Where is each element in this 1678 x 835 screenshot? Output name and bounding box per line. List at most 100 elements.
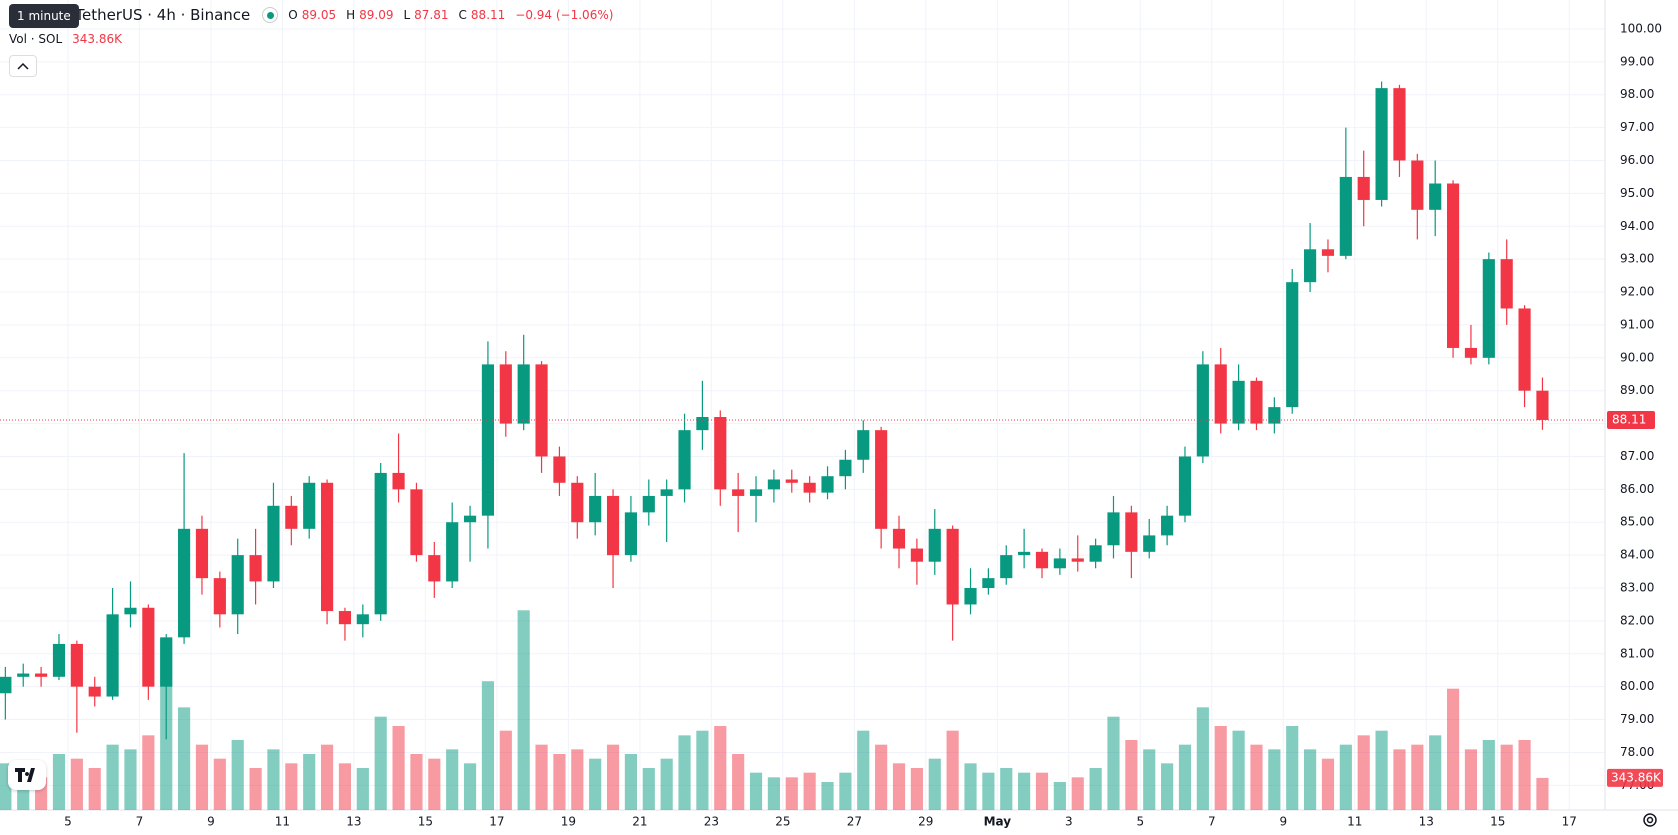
volume-bar [70, 758, 83, 810]
volume-bar [374, 716, 387, 810]
candle-body [1214, 364, 1227, 424]
volume-bar [1536, 777, 1549, 810]
x-tick-label: 13 [1419, 815, 1434, 829]
volume-bar [88, 768, 101, 810]
candle-body [785, 479, 798, 483]
candle-body [1089, 545, 1102, 562]
volume-bar [1178, 744, 1192, 810]
candle-body [535, 364, 548, 457]
volume-title[interactable]: Vol · SOL [9, 32, 63, 46]
volume-bar [1375, 730, 1388, 810]
volume-bar [1464, 749, 1478, 810]
candle-body [1375, 88, 1388, 200]
legend-header: Solana / TetherUS · 4h · Binance O 89.05 … [10, 6, 619, 24]
volume-bar [1518, 740, 1531, 810]
candle-body [0, 676, 12, 694]
candle-body [767, 479, 780, 490]
volume-bar [624, 754, 637, 810]
volume-bar [910, 768, 923, 810]
volume-bar [481, 681, 495, 810]
candle-body [231, 555, 244, 615]
tooltip: 1 minute [9, 4, 79, 28]
y-tick-label: 78.00 [1620, 745, 1654, 759]
candle-body [356, 614, 369, 625]
volume-bar [821, 782, 834, 810]
volume-bar [1035, 772, 1049, 810]
x-tick-label: 13 [346, 815, 361, 829]
candle-body [892, 528, 906, 549]
volume-legend: Vol · SOL 343.86K [9, 32, 128, 46]
volume-bar [1214, 726, 1227, 810]
volume-bar [1000, 768, 1013, 810]
candle-body [1107, 512, 1120, 546]
volume-bar [1071, 777, 1084, 810]
y-tick-label: 79.00 [1620, 712, 1654, 726]
volume-bar [1286, 726, 1299, 810]
volume-bar [1339, 744, 1352, 810]
volume-bar [571, 749, 584, 810]
y-tick-label: 97.00 [1620, 120, 1654, 134]
settings-icon[interactable] [1640, 810, 1660, 830]
candle-body [696, 417, 709, 431]
volume-bar [285, 763, 298, 810]
volume-bar [553, 754, 566, 810]
volume-bar [714, 726, 727, 810]
tradingview-logo[interactable] [8, 760, 46, 790]
candle-body [1482, 259, 1495, 358]
candle-body [1000, 555, 1013, 579]
volume-bar [1447, 688, 1460, 810]
candle-body [35, 673, 48, 677]
candle-body [642, 495, 655, 513]
volume-bar [839, 772, 852, 810]
candle-body [1464, 347, 1478, 358]
x-tick-label: 17 [1562, 815, 1577, 829]
volume-bar [338, 763, 352, 810]
x-tick-label: 27 [847, 815, 862, 829]
candle-body [52, 643, 66, 677]
volume-bar [249, 768, 262, 810]
y-tick-label: 89.00 [1620, 383, 1654, 397]
candle-body [106, 614, 119, 697]
x-tick-label: 11 [1347, 815, 1362, 829]
x-tick-label: 15 [1490, 815, 1505, 829]
x-tick-label: 19 [561, 815, 576, 829]
y-tick-label: 87.00 [1620, 449, 1654, 463]
volume-bar [0, 763, 12, 810]
candle-body [732, 489, 745, 496]
ohlc-value: 87.81 [414, 8, 449, 22]
volume-tag [1607, 768, 1663, 787]
candle-body [481, 364, 495, 516]
candle-body [1447, 183, 1460, 348]
volume-bar [696, 730, 709, 810]
x-tick-label: 15 [418, 815, 433, 829]
candle-body [749, 489, 763, 496]
volume-bar [1429, 735, 1442, 810]
x-tick-label: 17 [489, 815, 504, 829]
y-tick-label: 80.00 [1620, 679, 1654, 693]
volume-bar [1018, 772, 1031, 810]
candle-body [338, 611, 352, 625]
y-tick-label: 86.00 [1620, 482, 1654, 496]
volume-bar [1089, 768, 1102, 810]
volume-bar [195, 744, 209, 810]
x-tick-label: 3 [1065, 815, 1073, 829]
x-tick-label: 29 [918, 815, 933, 829]
candle-body [1536, 390, 1549, 420]
candle-body [1018, 551, 1031, 556]
volume-bar [392, 726, 405, 810]
volume-bar [142, 735, 155, 810]
market-status[interactable] [262, 7, 279, 23]
volume-bar [1232, 730, 1245, 810]
candle-body [446, 522, 459, 582]
volume-bar [946, 730, 959, 810]
collapse-button[interactable] [9, 55, 37, 77]
volume-bar [1482, 740, 1495, 810]
candle-body [410, 489, 423, 556]
candle-body [1393, 88, 1406, 161]
volume-bar [517, 610, 530, 810]
ohlc-label: O [288, 8, 298, 22]
candle-body [1143, 535, 1156, 552]
candle-body [606, 495, 620, 556]
candle-body [17, 673, 30, 677]
